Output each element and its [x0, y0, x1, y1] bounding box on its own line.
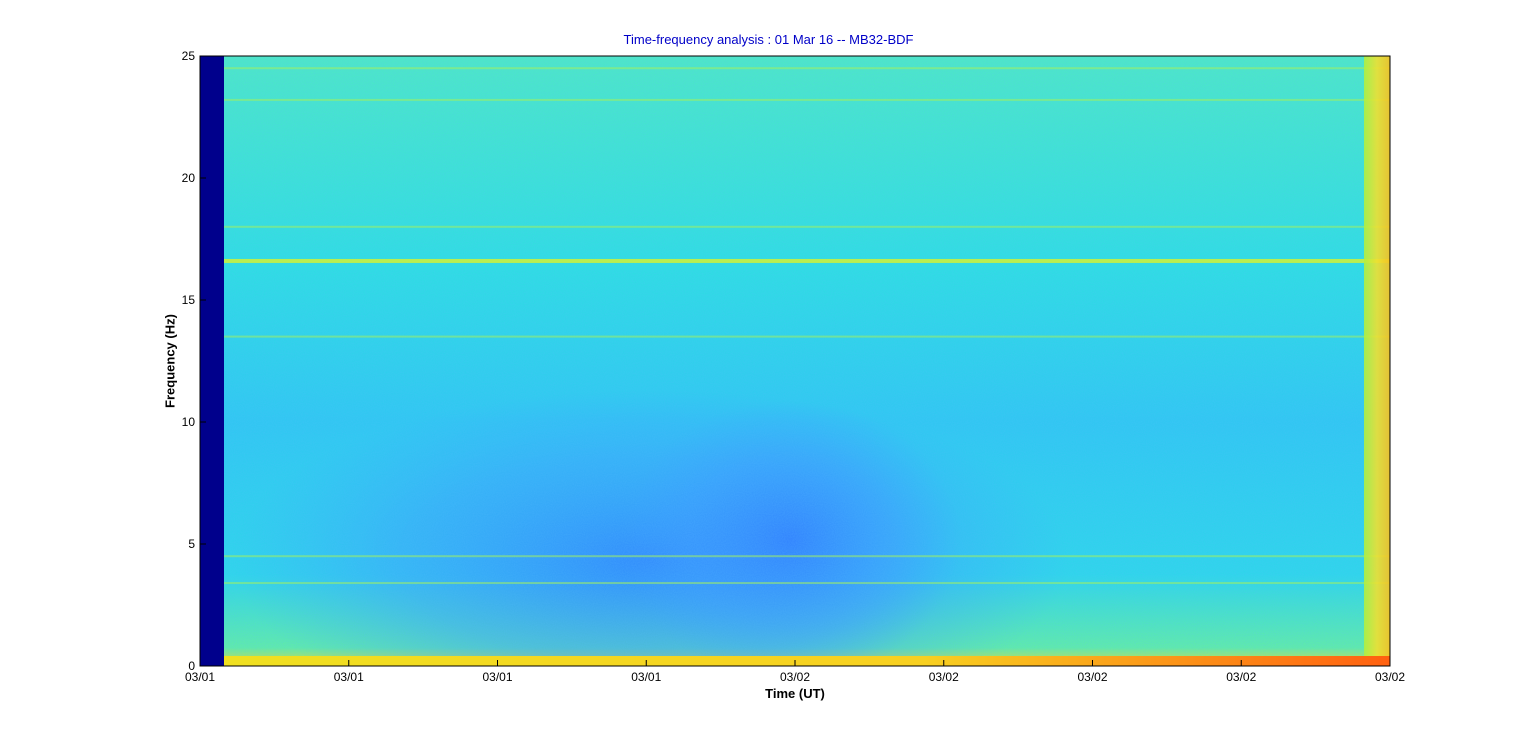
frequency-band	[224, 582, 1390, 585]
x-tick-label: 03/01	[185, 670, 215, 684]
y-tick-label: 20	[182, 171, 196, 185]
right-edge-energy	[1364, 56, 1390, 666]
frequency-band	[224, 98, 1390, 101]
chart-title: Time-frequency analysis : 01 Mar 16 -- M…	[623, 32, 914, 47]
y-tick-label: 10	[182, 415, 196, 429]
frequency-band	[224, 555, 1390, 558]
x-tick-label: 03/01	[482, 670, 512, 684]
x-tick-label: 03/02	[1226, 670, 1256, 684]
no-data-strip	[200, 56, 224, 666]
y-axis: 0 5 10 15 20 25	[182, 49, 206, 673]
y-tick-label: 0	[188, 659, 195, 673]
y-tick-label: 25	[182, 49, 196, 63]
x-tick-label: 03/01	[631, 670, 661, 684]
noise-texture	[200, 56, 1390, 666]
low-frequency-energy	[224, 656, 1390, 666]
x-tick-label: 03/02	[1077, 670, 1107, 684]
x-tick-label: 03/01	[334, 670, 364, 684]
x-axis-label: Time (UT)	[765, 686, 825, 701]
spectrogram-plot-area	[200, 56, 1390, 666]
y-tick-label: 5	[188, 537, 195, 551]
frequency-band	[224, 335, 1390, 338]
y-axis-label: Frequency (Hz)	[162, 314, 178, 408]
x-tick-label: 03/02	[1375, 670, 1405, 684]
frequency-band	[224, 258, 1390, 263]
frequency-band	[224, 67, 1390, 70]
frequency-band	[224, 225, 1390, 228]
x-tick-label: 03/02	[780, 670, 810, 684]
y-tick-label: 15	[182, 293, 196, 307]
x-tick-label: 03/02	[929, 670, 959, 684]
x-axis: 03/01 03/01 03/01 03/01 03/02 03/02 03/02 03/02…	[185, 660, 1405, 684]
